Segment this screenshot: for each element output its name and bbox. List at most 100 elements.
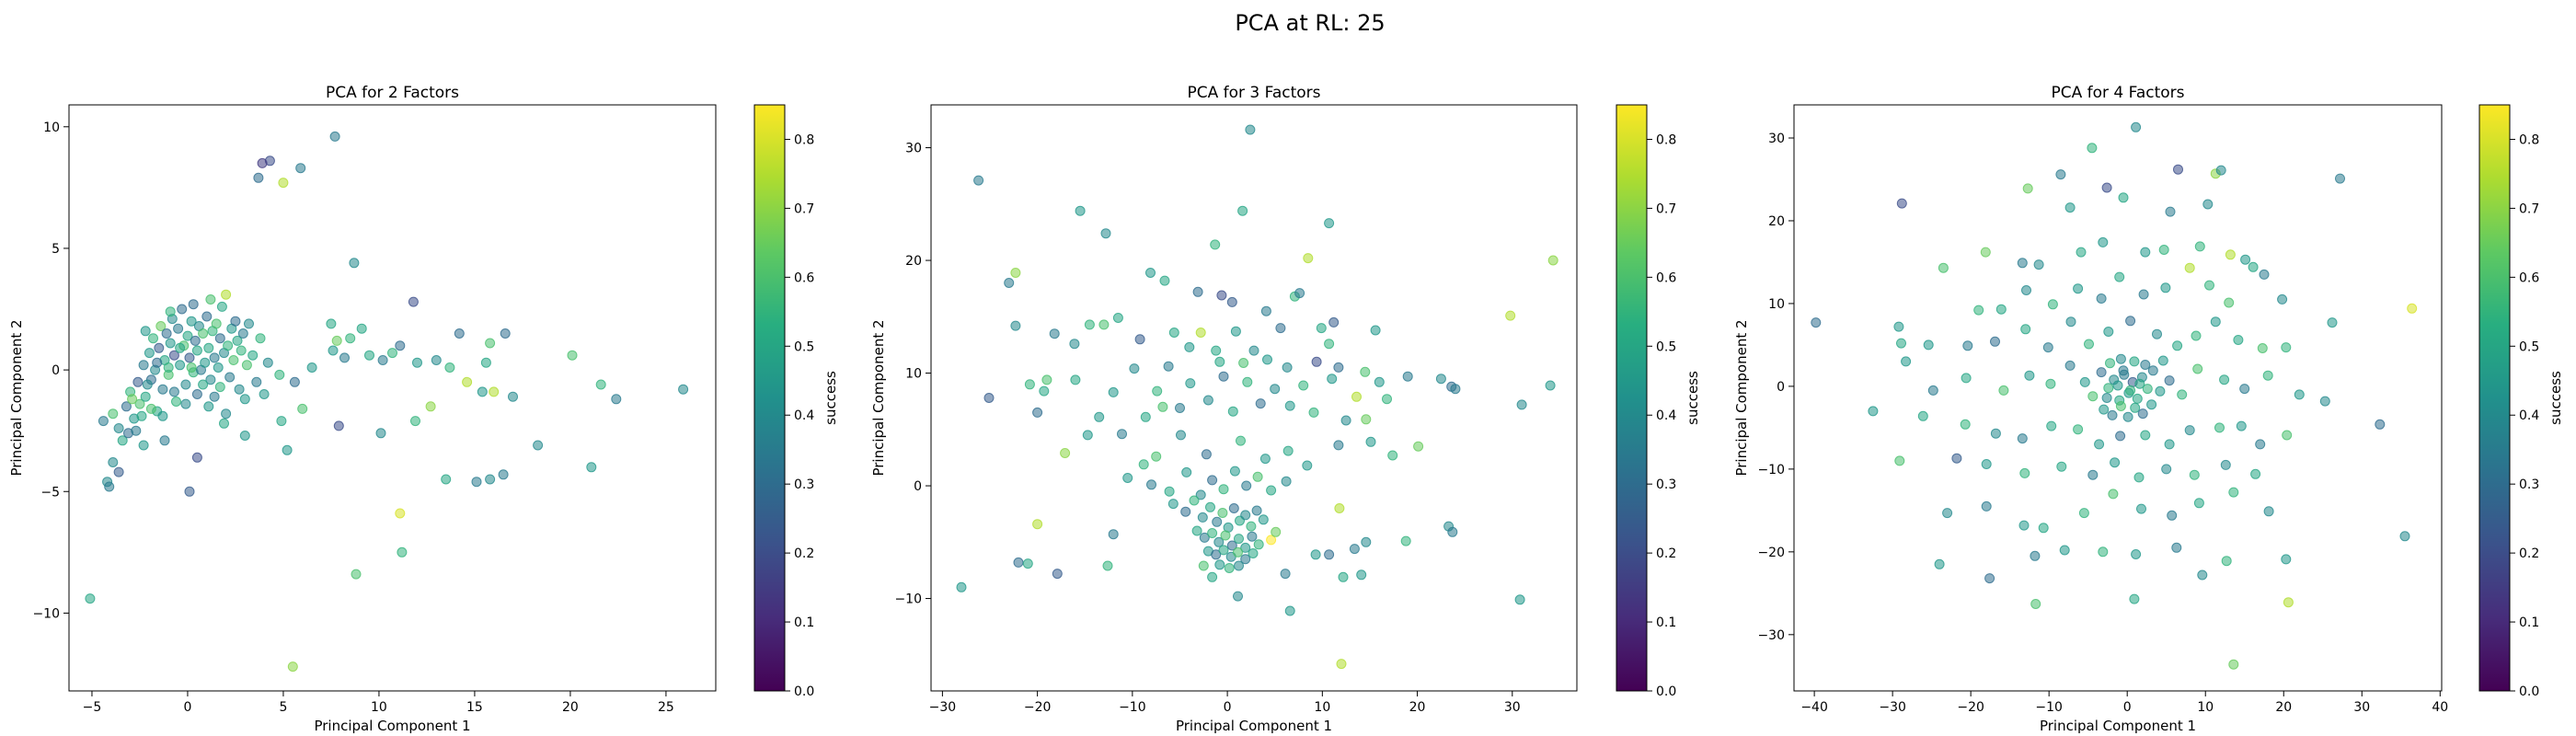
data-point	[326, 318, 337, 329]
data-point	[2282, 430, 2293, 441]
data-point	[2192, 363, 2203, 374]
data-point	[1108, 529, 1119, 540]
data-point	[1374, 376, 1385, 387]
data-point	[2225, 249, 2236, 260]
data-point	[1024, 379, 1035, 390]
data-point	[1266, 535, 1277, 546]
data-point	[1275, 323, 1286, 334]
data-point	[2147, 365, 2158, 376]
data-point	[2073, 424, 2084, 435]
data-point	[221, 289, 232, 300]
data-point	[2033, 259, 2044, 270]
data-point	[2171, 542, 2182, 553]
y-axis-label: Principal Component 2	[870, 319, 887, 476]
data-point	[2219, 374, 2230, 385]
data-point	[1229, 466, 1240, 477]
x-tick-label: 0	[183, 700, 191, 715]
colorbar: 0.0 0.1 0.2 0.3 0.4 0.5 0.6 0.7 0.8 success	[2478, 104, 2564, 699]
data-point	[508, 391, 518, 402]
data-point	[1333, 440, 1344, 451]
data-point	[2138, 289, 2149, 300]
data-point	[2239, 384, 2250, 395]
data-point	[1282, 445, 1294, 456]
colorbar: 0.0 0.1 0.2 0.3 0.4 0.5 0.6 0.7 0.8 success	[1616, 104, 1701, 699]
data-point	[956, 581, 967, 592]
data-point	[1224, 563, 1235, 573]
y-tick-label: −5	[40, 485, 60, 500]
data-point	[140, 391, 151, 402]
data-point	[1361, 414, 1372, 425]
data-point	[2197, 569, 2208, 581]
data-point	[1260, 305, 1271, 316]
data-point	[253, 172, 264, 183]
data-point	[132, 376, 144, 387]
data-point	[1226, 296, 1237, 307]
data-point	[113, 466, 124, 477]
data-point	[157, 410, 168, 421]
data-point	[2189, 469, 2200, 480]
data-point	[1981, 459, 1992, 469]
data-point	[182, 330, 193, 341]
data-point	[289, 376, 300, 387]
data-point	[2131, 549, 2142, 559]
colorbar-tick-label: 0.0	[1656, 684, 1676, 699]
colorbar-frame	[1616, 104, 1648, 692]
data-point	[2056, 461, 2067, 472]
data-point	[259, 389, 270, 399]
data-point	[533, 440, 544, 451]
data-point	[2087, 391, 2099, 402]
data-point	[159, 435, 170, 446]
axes-frame	[930, 104, 1578, 692]
data-point	[2184, 262, 2195, 273]
data-point	[1340, 415, 1351, 426]
data-point	[1505, 310, 1516, 321]
panel-2: PCA for 3 Factors −30 −20 −10 0 10 20 30 −10 0 10 2…	[870, 84, 1701, 734]
data-point	[165, 338, 176, 349]
data-point	[1266, 485, 1277, 496]
data-point	[2132, 393, 2143, 404]
data-point	[2017, 258, 2028, 269]
data-point	[1545, 380, 1556, 391]
data-point	[1226, 540, 1237, 551]
data-point	[188, 299, 199, 310]
data-point	[1122, 473, 1133, 483]
data-point	[2065, 316, 2076, 328]
data-point	[1102, 560, 1113, 571]
data-point	[2248, 261, 2259, 272]
data-point	[224, 372, 236, 383]
data-point	[1218, 545, 1229, 556]
data-point	[2165, 206, 2176, 217]
data-point	[1361, 536, 1372, 547]
x-tick-label: −10	[2035, 700, 2063, 715]
data-point	[1010, 268, 1021, 278]
data-point	[2283, 597, 2294, 608]
x-tick-label: 25	[658, 700, 674, 715]
colorbar-tick-label: 0.7	[1656, 201, 1676, 216]
data-point	[364, 350, 374, 361]
x-tick-label: −30	[929, 700, 957, 715]
data-point	[1951, 453, 1962, 464]
data-point	[1211, 345, 1222, 356]
data-point	[1547, 255, 1558, 266]
data-point	[678, 384, 689, 395]
colorbar-tick-label: 0.8	[794, 132, 814, 147]
data-point	[1195, 489, 1206, 500]
data-point	[1199, 532, 1210, 543]
data-point	[395, 508, 406, 519]
x-tick-label: 0	[2123, 700, 2132, 715]
data-point	[395, 340, 406, 351]
data-point	[200, 357, 211, 368]
data-point	[477, 386, 488, 397]
data-point	[306, 362, 317, 373]
data-point	[2224, 297, 2235, 308]
x-axis-label: Principal Component 1	[2040, 718, 2196, 734]
data-point	[1242, 376, 1253, 387]
data-point	[1302, 460, 1313, 471]
y-tick-label: −10	[32, 606, 60, 621]
data-point	[2250, 468, 2261, 479]
data-point	[2236, 420, 2247, 431]
data-point	[1180, 506, 1191, 517]
data-point	[247, 350, 259, 361]
y-tick-label: −30	[1757, 628, 1785, 643]
data-point	[173, 323, 184, 334]
